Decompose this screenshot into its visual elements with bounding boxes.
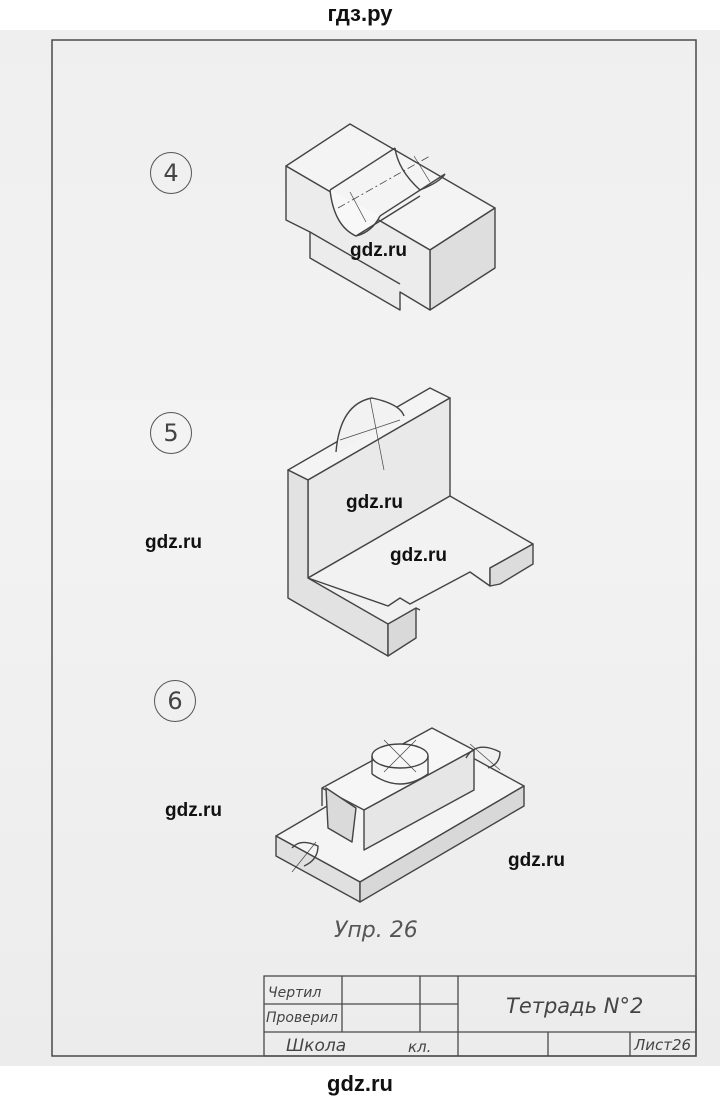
- figure-6-drawing: [275, 727, 525, 903]
- site-footer: gdz.ru: [327, 1071, 393, 1096]
- drew-label: Чертил: [268, 985, 322, 1001]
- figure-number-4: 4: [150, 152, 192, 194]
- watermark: gdz.ru: [346, 492, 403, 513]
- checked-label: Проверил: [266, 1010, 338, 1026]
- figure-4-drawing: [285, 123, 496, 311]
- notebook-title: Тетрадь N°2: [506, 994, 644, 1018]
- figure-number-6: 6: [154, 680, 196, 722]
- technical-drawings: [51, 39, 697, 1057]
- watermark: gdz.ru: [390, 545, 447, 566]
- watermark: gdz.ru: [165, 800, 222, 821]
- watermark: gdz.ru: [508, 850, 565, 871]
- watermark: gdz.ru: [350, 240, 407, 261]
- site-header: гдз.ру: [327, 1, 393, 26]
- figure-5-drawing: [287, 387, 534, 657]
- school-label: Школа: [286, 1036, 347, 1056]
- title-block: [263, 975, 697, 1057]
- drawing-sheet: 4 5 6 gdz.ru gdz.ru gdz.ru gdz.ru gdz.ru…: [0, 30, 720, 1066]
- sheet-number: Лист26: [634, 1036, 692, 1054]
- watermark: gdz.ru: [145, 532, 202, 553]
- figure-number-5: 5: [150, 412, 192, 454]
- class-label: кл.: [408, 1038, 432, 1056]
- exercise-caption: Упр. 26: [334, 918, 418, 943]
